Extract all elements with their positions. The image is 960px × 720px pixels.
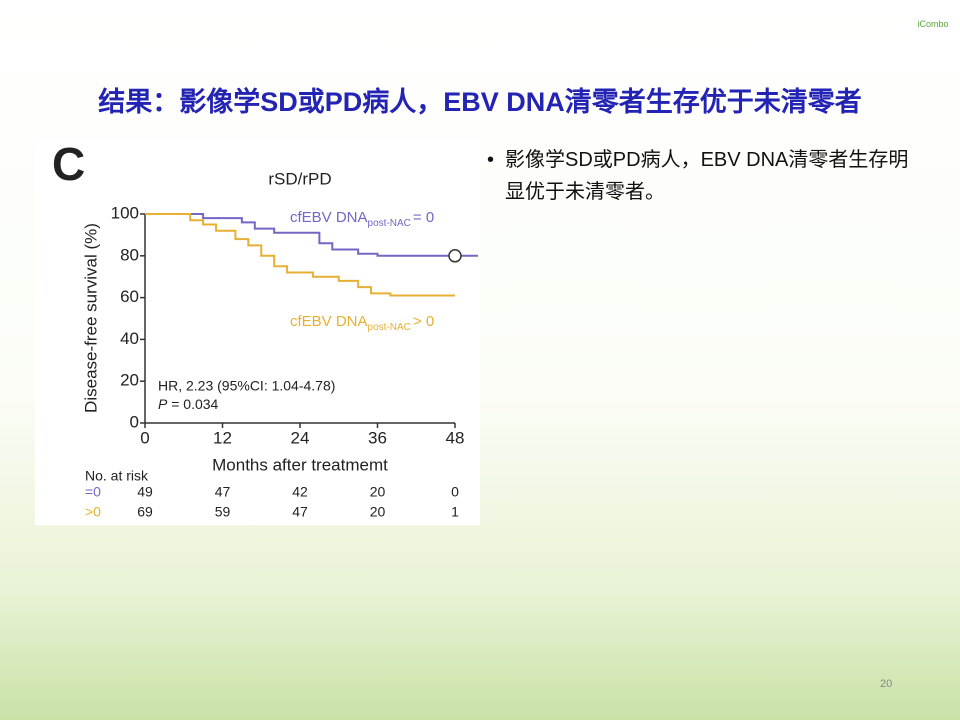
risk-value: 42 <box>292 484 308 500</box>
y-tick-label: 80 <box>120 245 139 264</box>
x-tick-label: 0 <box>140 428 149 447</box>
risk-value: 0 <box>451 484 459 500</box>
risk-value: 47 <box>292 504 308 520</box>
bullet: 影像学SD或PD病人，EBV DNA清零者生存明显优于未清零者。 <box>485 144 915 208</box>
x-axis-label: Months after treatmemt <box>212 455 388 474</box>
risk-header: No. at risk <box>85 468 149 484</box>
risk-value: 69 <box>137 504 153 520</box>
y-tick-label: 60 <box>120 287 139 306</box>
p-symbol: P <box>158 396 168 412</box>
page-number: 20 <box>880 678 893 690</box>
risk-value: 49 <box>137 484 153 500</box>
survival-curve <box>145 213 455 297</box>
chart-title: rSD/rPD <box>268 169 331 188</box>
slide-title: 结果：影像学SD或PD病人，EBV DNA清零者生存优于未清零者 <box>98 87 862 117</box>
panel-letter: C <box>52 138 85 190</box>
legend-suffix: = 0 <box>413 209 434 226</box>
legend-name: cfEBV DNA <box>290 313 368 330</box>
x-tick-label: 24 <box>291 428 310 447</box>
y-axis-label: Disease-free survival (%) <box>81 223 100 413</box>
legend-name: cfEBV DNA <box>290 209 368 226</box>
legend-label: cfEBV DNApost-NAC > 0 <box>290 313 434 333</box>
end-marker <box>448 249 462 263</box>
chart-background <box>35 140 480 525</box>
risk-value: 1 <box>451 504 459 520</box>
x-tick-label: 48 <box>446 428 465 447</box>
y-tick-label: 20 <box>120 371 139 390</box>
risk-value: 20 <box>370 484 386 500</box>
y-tick-label: 40 <box>120 329 139 348</box>
p-annotation: P = 0.034 <box>158 396 219 412</box>
x-tick-label: 12 <box>213 428 232 447</box>
survival-curve <box>145 213 455 257</box>
legend-label: cfEBV DNApost-NAC = 0 <box>290 209 434 229</box>
legend-subscript: post-NAC <box>368 218 411 229</box>
risk-value: 20 <box>370 504 386 520</box>
risk-value: 47 <box>215 484 231 500</box>
legend-suffix: > 0 <box>413 313 434 330</box>
y-tick-label: 100 <box>111 203 139 222</box>
y-tick-label: 0 <box>130 412 139 431</box>
legend-subscript: post-NAC <box>368 322 411 333</box>
x-tick-label: 36 <box>368 428 387 447</box>
p-value: = 0.034 <box>171 396 218 412</box>
risk-row-label: =0 <box>85 484 101 500</box>
hr-annotation: HR, 2.23 (95%CI: 1.04-4.78) <box>158 378 335 394</box>
risk-value: 59 <box>215 504 231 520</box>
risk-row-label: >0 <box>85 504 101 520</box>
logo: iCombo <box>908 12 958 48</box>
